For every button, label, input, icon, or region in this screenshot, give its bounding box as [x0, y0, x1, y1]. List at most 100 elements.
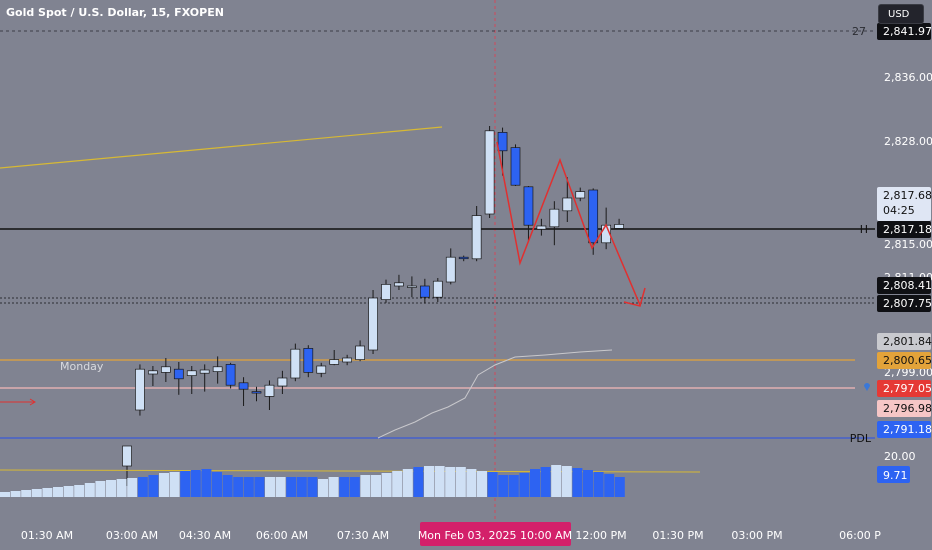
- volume-bar: [572, 468, 583, 497]
- bull-candle[interactable]: [148, 370, 158, 375]
- volume-bar: [74, 485, 85, 497]
- volume-bar: [371, 475, 381, 497]
- vwap-line: [377, 349, 613, 439]
- bull-candle[interactable]: [562, 197, 573, 212]
- bear-candle[interactable]: [238, 382, 249, 390]
- bull-candle[interactable]: [277, 377, 288, 387]
- bull-candle[interactable]: [212, 366, 223, 372]
- bull-candle[interactable]: [264, 384, 275, 397]
- price-tag-value: 2,800.65: [883, 354, 932, 367]
- volume-bar: [212, 472, 222, 497]
- bull-candle[interactable]: [199, 369, 210, 374]
- volume-bar: [593, 472, 604, 497]
- bull-candle[interactable]: [536, 225, 547, 230]
- line-label-monday: Monday: [60, 360, 104, 373]
- bull-candle[interactable]: [575, 191, 586, 199]
- volume-bar: [455, 467, 466, 497]
- volume-bar: [159, 473, 169, 497]
- bull-candle[interactable]: [161, 366, 171, 373]
- bull-candle[interactable]: [484, 130, 495, 215]
- y-tick-label: 2,836.00: [884, 71, 932, 84]
- volume-bar: [381, 473, 392, 497]
- volume-bar: [180, 471, 191, 497]
- price-tag: [877, 421, 931, 438]
- bull-candle[interactable]: [355, 345, 365, 360]
- bull-candle[interactable]: [342, 357, 352, 363]
- zigzag-pattern: [496, 141, 641, 306]
- volume-bar: [307, 477, 318, 497]
- price-tag-value: 2,801.84: [883, 335, 932, 348]
- currency-button[interactable]: USD: [878, 4, 924, 24]
- volume-bar: [84, 483, 95, 497]
- bull-candle[interactable]: [316, 365, 327, 374]
- volume-bar: [519, 473, 530, 497]
- volume-tick-label: 20.00: [884, 450, 916, 463]
- price-tag-value: 2,808.41: [883, 279, 932, 292]
- bear-candle[interactable]: [588, 189, 599, 244]
- bull-candle[interactable]: [394, 282, 404, 287]
- price-tag-value: 2,817.68: [883, 189, 932, 202]
- bear-candle[interactable]: [458, 256, 469, 260]
- volume-bar: [106, 480, 116, 497]
- bull-candle[interactable]: [186, 370, 197, 376]
- bear-candle[interactable]: [225, 364, 236, 386]
- volume-bar: [328, 477, 339, 497]
- volume-bar: [349, 477, 360, 497]
- volume-bar: [614, 477, 625, 497]
- volume-bar: [561, 466, 572, 497]
- bull-candle[interactable]: [407, 285, 417, 288]
- x-tick-label: 04:30 AM: [179, 529, 231, 542]
- volume-bar: [434, 466, 445, 497]
- volume-bar: [413, 467, 424, 497]
- volume-bar: [31, 489, 42, 497]
- y-tick-label: 2,815.00: [884, 238, 932, 251]
- bear-candle[interactable]: [510, 147, 521, 186]
- bear-candle[interactable]: [497, 132, 508, 152]
- volume-bar: [53, 487, 63, 497]
- volume-bar: [402, 469, 413, 497]
- price-tag: [877, 352, 931, 369]
- bull-candle[interactable]: [122, 445, 132, 467]
- bear-candle[interactable]: [251, 391, 262, 394]
- bear-candle[interactable]: [303, 348, 314, 373]
- cursor-date-label: Mon Feb 03, 2025 10:00 AM: [418, 529, 572, 542]
- bull-candle[interactable]: [445, 256, 456, 283]
- price-tag: [877, 400, 931, 417]
- x-tick-label: 06:00 P: [839, 529, 881, 542]
- volume-bar: [148, 475, 159, 497]
- bear-candle[interactable]: [420, 285, 430, 298]
- bull-candle[interactable]: [432, 280, 443, 298]
- volume-bar: [222, 475, 233, 497]
- volume-bar: [42, 488, 53, 497]
- volume-bar: [466, 469, 477, 497]
- bull-candle[interactable]: [329, 359, 340, 365]
- bear-candle[interactable]: [173, 368, 184, 380]
- y-tick-label: 2,799.00: [884, 366, 932, 379]
- bull-candle[interactable]: [549, 208, 560, 228]
- volume-bar: [201, 469, 212, 497]
- volume-ma-line: [0, 469, 701, 473]
- volume-bar: [392, 471, 403, 497]
- bull-candle[interactable]: [368, 297, 378, 351]
- x-tick-label: 03:00 PM: [731, 529, 782, 542]
- bull-candle[interactable]: [471, 215, 482, 260]
- bull-candle[interactable]: [290, 348, 301, 379]
- cursor-date-tag: [420, 522, 571, 546]
- bear-candle[interactable]: [523, 186, 534, 226]
- price-tag: [877, 187, 931, 221]
- bull-candle[interactable]: [614, 224, 624, 229]
- volume-bar: [339, 477, 350, 497]
- chart-title: Gold Spot / U.S. Dollar, 15, FXOPEN: [6, 6, 224, 19]
- price-tag-value: 2,791.18: [883, 423, 932, 436]
- volume-bar: [254, 477, 265, 497]
- volume-bar: [233, 477, 244, 497]
- volume-bar: [169, 472, 180, 497]
- bull-candle[interactable]: [381, 284, 391, 300]
- y-tick-label: 2,828.00: [884, 135, 932, 148]
- price-tag: [877, 380, 931, 397]
- bull-candle[interactable]: [135, 368, 145, 411]
- volume-bar: [296, 477, 307, 497]
- x-tick-label: 06:00 AM: [256, 529, 308, 542]
